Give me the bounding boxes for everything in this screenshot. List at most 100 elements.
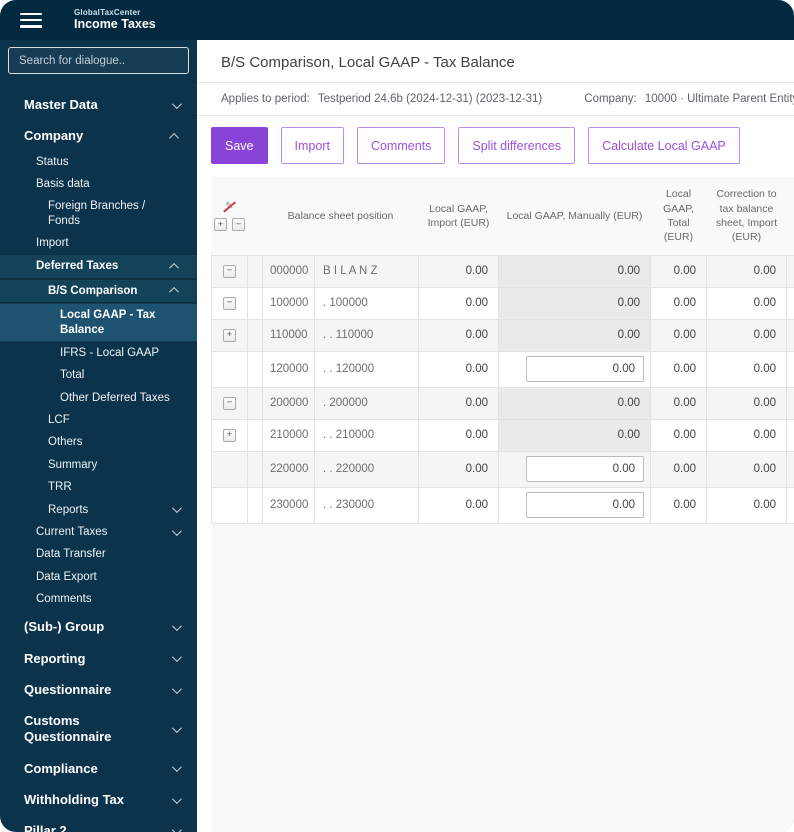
sidebar-item-label: Import xyxy=(36,237,69,249)
sidebar-item-local-gaap-tax-balance[interactable]: Local GAAP - Tax Balance xyxy=(0,303,197,342)
local-gaap-import-value: 0.00 xyxy=(418,350,499,388)
sidebar-item-total[interactable]: Total xyxy=(0,364,197,386)
sidebar-item-label: Status xyxy=(36,155,69,168)
collapse-row-button-200000[interactable]: − xyxy=(223,396,236,410)
sidebar-item-label: (Sub-) Group xyxy=(24,619,105,635)
collapse-row-button-100000[interactable]: − xyxy=(223,296,236,310)
import-button[interactable]: Import xyxy=(280,127,344,164)
sidebar-item-trr[interactable]: TRR xyxy=(0,476,197,498)
sidebar-item-sub-group[interactable]: (Sub-) Group xyxy=(0,613,197,641)
correction-import-value: 0.00 xyxy=(706,386,787,420)
sidebar-item-ifrs-local-gaap[interactable]: IFRS - Local GAAP xyxy=(0,342,197,364)
sidebar-item-data-export[interactable]: Data Export xyxy=(0,566,197,588)
chevron-down-icon xyxy=(171,683,182,694)
period-info: Applies to period: Testperiod 24.6b (202… xyxy=(221,93,542,105)
position-code: 110000 xyxy=(262,318,315,352)
split-differences-button[interactable]: Split differences xyxy=(458,127,576,164)
correction-import-value: 0.00 xyxy=(706,418,787,452)
local-gaap-manually-cell: 0.00 xyxy=(498,318,651,352)
main-content: B/S Comparison, Local GAAP - Tax Balance… xyxy=(197,40,794,832)
sidebar-item-import[interactable]: Import xyxy=(0,232,197,254)
save-button[interactable]: Save xyxy=(211,127,268,164)
sidebar-item-lcf[interactable]: LCF xyxy=(0,409,197,431)
local-gaap-total-value: 0.00 xyxy=(650,286,707,320)
manually-input-230000[interactable] xyxy=(526,492,644,518)
correction-import-value: 0.00 xyxy=(706,286,787,320)
period-label: Applies to period: xyxy=(221,93,310,105)
marker-cell xyxy=(247,450,263,488)
sidebar-item-foreign-branches-fonds[interactable]: Foreign Branches / Fonds xyxy=(0,195,197,232)
sidebar-item-compliance[interactable]: Compliance xyxy=(0,755,197,783)
sidebar-item-questionnaire[interactable]: Questionnaire xyxy=(0,676,197,704)
local-gaap-manually-cell: 0.00 xyxy=(498,254,651,288)
sidebar-item-label: LCF xyxy=(48,414,70,426)
local-gaap-total-value: 0.00 xyxy=(650,318,707,352)
local-gaap-import-value: 0.00 xyxy=(418,286,499,320)
marker-cell xyxy=(247,418,263,452)
marker-cell xyxy=(247,318,263,352)
hamburger-menu-icon[interactable] xyxy=(20,12,42,28)
marker-cell xyxy=(247,386,263,420)
sidebar-item-pillar-2[interactable]: Pillar 2 xyxy=(0,817,197,832)
sidebar-item-reports[interactable]: Reports xyxy=(0,499,197,521)
cutoff-cell xyxy=(786,486,794,524)
sidebar-item-basis-data[interactable]: Basis data xyxy=(0,173,197,195)
company-label: Company: xyxy=(584,93,637,105)
sidebar-item-label: Data Transfer xyxy=(36,548,106,561)
sidebar-item-reporting[interactable]: Reporting xyxy=(0,645,197,673)
table-zone: ✎ + − Balance sheet position xyxy=(211,177,794,832)
sidebar-item-status[interactable]: Status xyxy=(0,151,197,173)
sidebar-item-label: Foreign Branches / Fonds xyxy=(48,200,146,227)
expander-cell: − xyxy=(211,386,248,420)
calculate-local-gaap-button[interactable]: Calculate Local GAAP xyxy=(588,127,740,164)
expand-all-button[interactable]: + xyxy=(214,218,227,232)
sidebar-item-current-taxes[interactable]: Current Taxes xyxy=(0,521,197,543)
edit-disabled-icon: ✎ xyxy=(223,200,236,213)
context-info-bar: Applies to period: Testperiod 24.6b (202… xyxy=(197,83,794,116)
column-header-correction: Correction to tax balance sheet, Import … xyxy=(715,188,778,243)
sidebar-item-label: Compliance xyxy=(24,760,98,776)
position-code: 120000 xyxy=(262,350,315,388)
sidebar-item-deferred-taxes[interactable]: Deferred Taxes xyxy=(0,254,197,279)
table-row-230000: 230000. . 230000 0.00 0.00 0.00 xyxy=(211,486,794,524)
sidebar-item-label: Reports xyxy=(48,503,89,516)
expander-cell xyxy=(211,486,248,524)
collapse-row-button-000000[interactable]: − xyxy=(223,264,236,278)
correction-import-value: 0.00 xyxy=(706,486,787,524)
expand-row-button-110000[interactable]: + xyxy=(223,328,236,342)
table-row-120000: 120000. . 120000 0.00 0.00 0.00 xyxy=(211,350,794,388)
sidebar: Master Data Company Status Basis data Foreig… xyxy=(0,40,197,832)
sidebar-item-b-s-comparison[interactable]: B/S Comparison xyxy=(0,278,197,304)
manually-input-220000[interactable] xyxy=(526,456,644,482)
sidebar-item-data-transfer[interactable]: Data Transfer xyxy=(0,543,197,565)
chevron-down-icon xyxy=(171,503,182,514)
sidebar-item-master-data[interactable]: Master Data xyxy=(0,91,197,119)
search-input[interactable] xyxy=(8,47,189,74)
marker-cell xyxy=(247,254,263,288)
sidebar-item-other-deferred-taxes[interactable]: Other Deferred Taxes xyxy=(0,387,197,409)
local-gaap-import-value: 0.00 xyxy=(418,418,499,452)
sidebar-item-comments[interactable]: Comments xyxy=(0,588,197,610)
chevron-down-icon xyxy=(171,98,182,109)
sidebar-item-summary[interactable]: Summary xyxy=(0,454,197,476)
sidebar-item-customs-questionnaire[interactable]: Customs Questionnaire xyxy=(0,707,197,752)
cutoff-cell xyxy=(786,418,794,452)
chevron-down-icon xyxy=(171,762,182,773)
chevron-up-icon xyxy=(169,287,180,298)
column-header-manually: Local GAAP, Manually (EUR) xyxy=(506,209,643,222)
sidebar-item-withholding-tax[interactable]: Withholding Tax xyxy=(0,786,197,814)
cutoff-cell xyxy=(786,386,794,420)
table-row-100000: −100000. 100000 0.00 0.00 0.00 0.00 xyxy=(211,286,794,320)
chevron-up-icon xyxy=(169,132,180,143)
collapse-all-button[interactable]: − xyxy=(232,218,245,232)
sidebar-item-company[interactable]: Company xyxy=(0,122,197,150)
expand-row-button-210000[interactable]: + xyxy=(223,428,236,442)
cutoff-cell xyxy=(786,254,794,288)
sidebar-item-label: Basis data xyxy=(36,177,90,190)
sidebar-item-others[interactable]: Others xyxy=(0,431,197,453)
tree-controls-header: ✎ + − xyxy=(212,177,248,255)
position-name: . . 120000 xyxy=(314,350,419,388)
comments-button[interactable]: Comments xyxy=(356,127,446,164)
manually-input-120000[interactable] xyxy=(526,356,644,382)
